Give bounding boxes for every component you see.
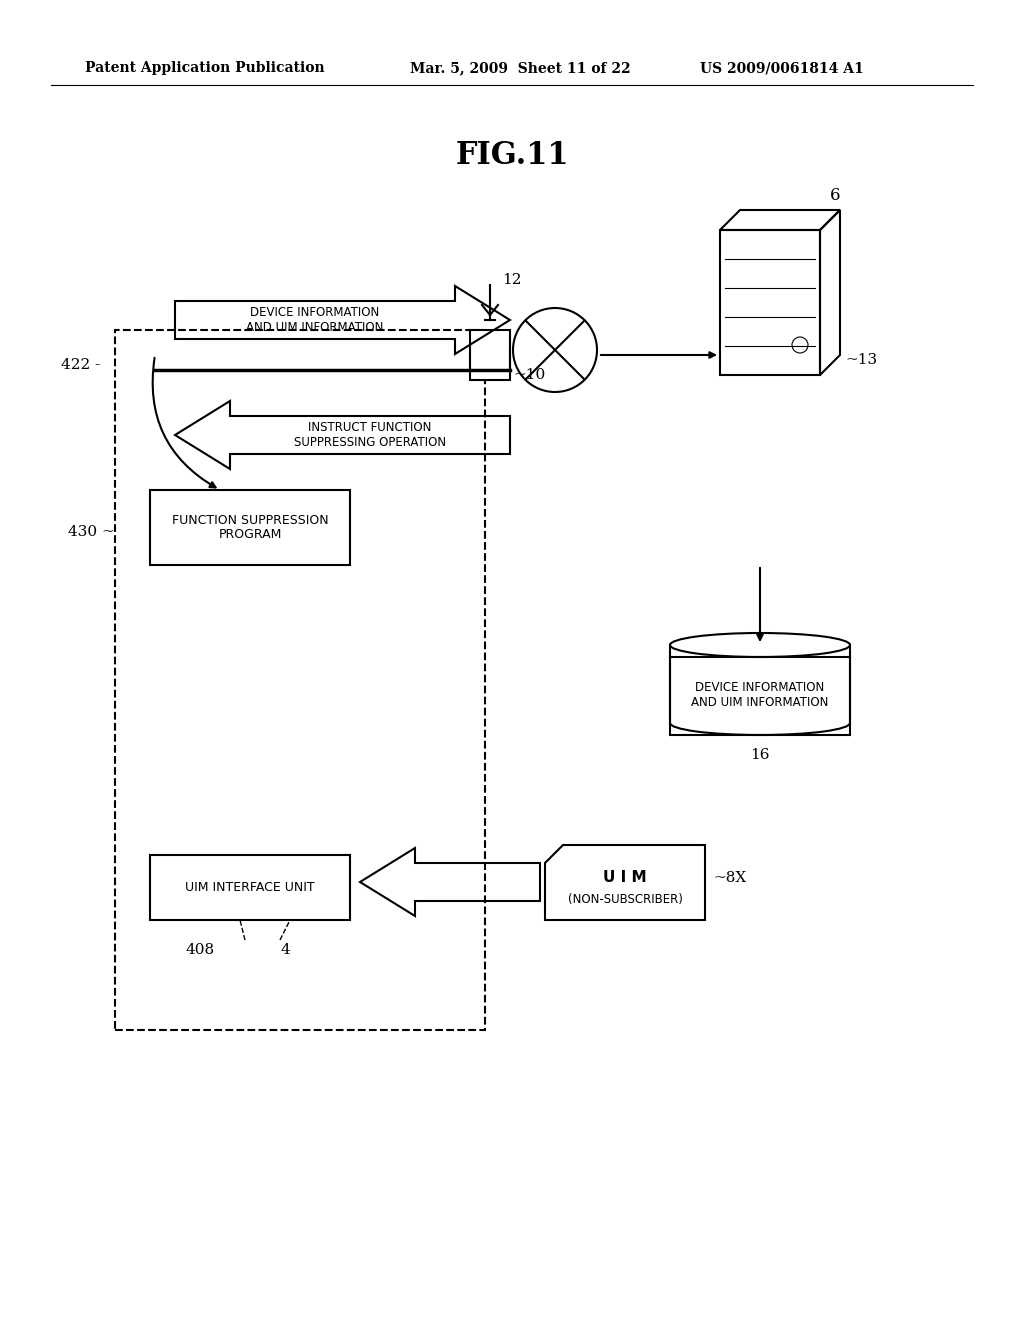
FancyBboxPatch shape bbox=[150, 855, 350, 920]
Text: Patent Application Publication: Patent Application Publication bbox=[85, 61, 325, 75]
Text: 422 -: 422 - bbox=[60, 358, 100, 372]
Text: DEVICE INFORMATION
AND UIM INFORMATION: DEVICE INFORMATION AND UIM INFORMATION bbox=[691, 681, 828, 709]
Text: ~13: ~13 bbox=[845, 352, 878, 367]
FancyBboxPatch shape bbox=[470, 330, 510, 380]
FancyBboxPatch shape bbox=[670, 657, 850, 735]
Text: 4: 4 bbox=[281, 942, 290, 957]
Text: 6: 6 bbox=[830, 186, 841, 203]
Text: (NON-SUBSCRIBER): (NON-SUBSCRIBER) bbox=[567, 894, 682, 906]
Text: ~8X: ~8X bbox=[713, 870, 746, 884]
FancyBboxPatch shape bbox=[150, 490, 350, 565]
Text: ~10: ~10 bbox=[513, 368, 545, 381]
Text: U I M: U I M bbox=[603, 870, 647, 884]
Text: US 2009/0061814 A1: US 2009/0061814 A1 bbox=[700, 61, 864, 75]
Text: Mar. 5, 2009  Sheet 11 of 22: Mar. 5, 2009 Sheet 11 of 22 bbox=[410, 61, 631, 75]
Text: 12: 12 bbox=[502, 273, 521, 286]
Text: 16: 16 bbox=[751, 748, 770, 762]
Text: UIM INTERFACE UNIT: UIM INTERFACE UNIT bbox=[185, 880, 314, 894]
Text: FIG.11: FIG.11 bbox=[456, 140, 568, 170]
Text: FUNCTION SUPPRESSION
PROGRAM: FUNCTION SUPPRESSION PROGRAM bbox=[172, 513, 329, 541]
Text: INSTRUCT FUNCTION
SUPPRESSING OPERATION: INSTRUCT FUNCTION SUPPRESSING OPERATION bbox=[294, 421, 446, 449]
Text: DEVICE INFORMATION
AND UIM INFORMATION: DEVICE INFORMATION AND UIM INFORMATION bbox=[247, 306, 384, 334]
Text: 430 ~: 430 ~ bbox=[69, 525, 115, 540]
Text: 408: 408 bbox=[185, 942, 215, 957]
